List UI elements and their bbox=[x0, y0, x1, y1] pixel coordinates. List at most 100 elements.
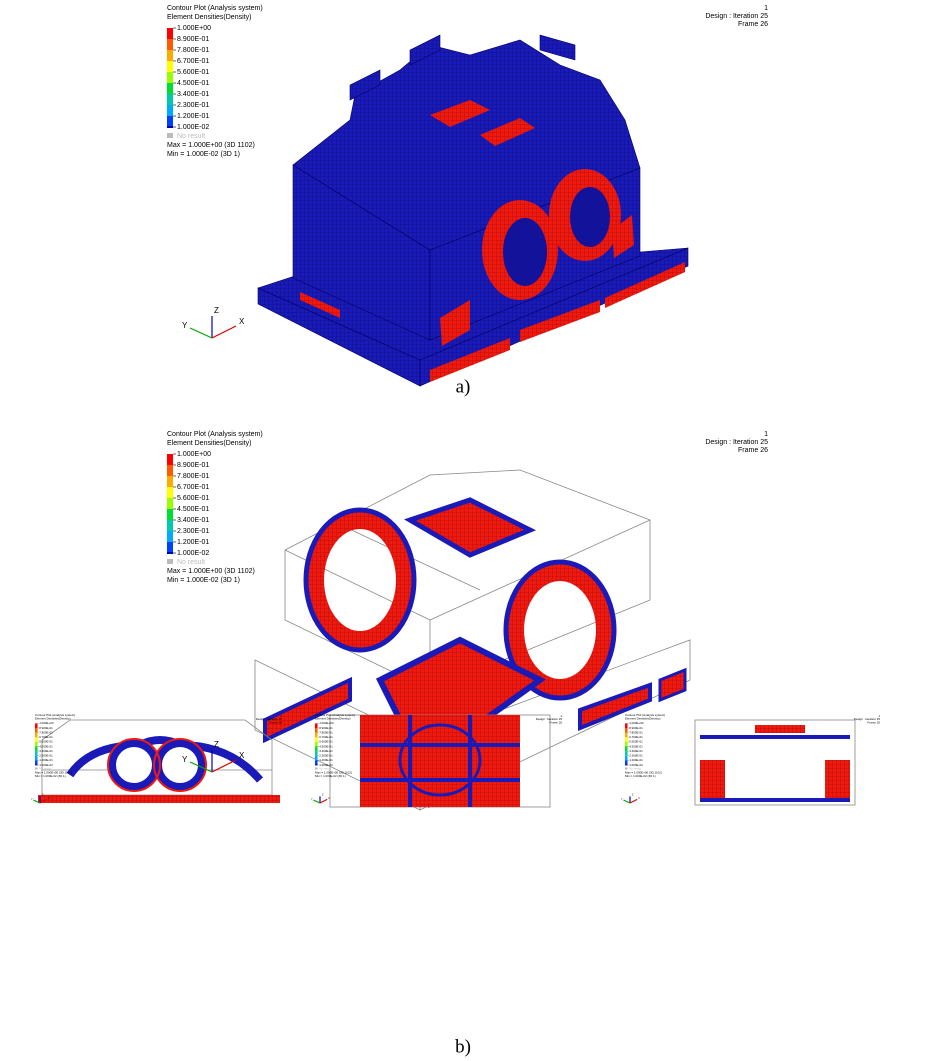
legend-band bbox=[167, 39, 173, 50]
axis-label: Z bbox=[322, 794, 324, 797]
legend-subtitle: Element Densities(Density) bbox=[167, 14, 251, 21]
legend-label: 1.000E+00 bbox=[177, 451, 211, 458]
legend-band bbox=[167, 105, 173, 116]
legend-label: 2.300E-01 bbox=[177, 528, 209, 535]
legend-label: 1.000E+00 bbox=[629, 721, 644, 725]
axis-x bbox=[320, 799, 327, 803]
legend-label: 3.400E-01 bbox=[177, 517, 209, 524]
legend-label: 1.200E-01 bbox=[39, 758, 53, 762]
figure: a) b) Contour Plot (Analysis system)Elem… bbox=[0, 0, 926, 1061]
axis-label: X bbox=[239, 317, 245, 326]
legend-label: 4.500E-01 bbox=[39, 744, 53, 748]
legend-label: 3.400E-01 bbox=[177, 91, 209, 98]
axis-y bbox=[190, 328, 212, 338]
axis-y bbox=[623, 800, 630, 803]
legend-band bbox=[167, 126, 173, 128]
max-label: Max = 1.000E+00 (3D 1102) bbox=[167, 568, 255, 575]
no-result: No result bbox=[177, 559, 205, 566]
legend-band bbox=[35, 733, 38, 738]
axis-label: Y bbox=[182, 321, 188, 330]
axis-x bbox=[212, 326, 236, 338]
axis-label: Z bbox=[632, 794, 634, 797]
legend-label: 2.300E-01 bbox=[39, 754, 53, 758]
legend-title: Contour Plot (Analysis system) bbox=[167, 431, 263, 438]
legend-band bbox=[35, 756, 38, 761]
legend-label: 5.600E-01 bbox=[177, 69, 209, 76]
legend-band bbox=[625, 747, 628, 752]
legend-band bbox=[167, 94, 173, 105]
legend-band bbox=[35, 742, 38, 747]
legend-label: 5.600E-01 bbox=[319, 740, 333, 744]
legend-band bbox=[625, 765, 628, 766]
legend-label: 5.600E-01 bbox=[629, 740, 643, 744]
header-design: Design : Iteration 25 bbox=[705, 439, 768, 446]
legend-band bbox=[315, 728, 318, 733]
header-frame: Frame 26 bbox=[867, 721, 880, 725]
legend-band bbox=[315, 723, 318, 728]
legend-band bbox=[167, 552, 173, 554]
min-label: Min = 1.000E-02 (3D 1) bbox=[315, 774, 346, 778]
legend-label: 4.500E-01 bbox=[177, 506, 209, 513]
legend-band bbox=[315, 737, 318, 742]
min-label: Min = 1.000E-02 (3D 1) bbox=[167, 577, 240, 584]
legend-label: 3.400E-01 bbox=[629, 749, 643, 753]
axis-label: Y bbox=[182, 755, 188, 764]
legend-label: 1.000E-02 bbox=[177, 124, 209, 131]
legend-label: 6.700E-01 bbox=[629, 735, 643, 739]
header-design: Design : Iteration 25 bbox=[705, 13, 768, 20]
legend-band bbox=[35, 765, 38, 766]
axis-label: X bbox=[239, 751, 245, 760]
legend-band bbox=[167, 28, 173, 39]
min-label: Min = 1.000E-02 (3D 1) bbox=[35, 774, 66, 778]
legend-band bbox=[167, 476, 173, 487]
no-result-swatch bbox=[167, 559, 173, 564]
axis-x bbox=[630, 799, 637, 803]
legend-band bbox=[167, 531, 173, 542]
legend-band bbox=[35, 728, 38, 733]
legend-subtitle: Element Densities(Density) bbox=[35, 717, 70, 721]
no-result-swatch bbox=[35, 768, 38, 770]
caption: b) bbox=[455, 1036, 471, 1057]
legend-label: 1.200E-01 bbox=[319, 758, 333, 762]
legend-band bbox=[625, 760, 628, 765]
legend-label: 1.200E-01 bbox=[629, 758, 643, 762]
legend-band bbox=[167, 50, 173, 61]
legend-band bbox=[167, 509, 173, 520]
legend-label: 4.500E-01 bbox=[177, 80, 209, 87]
legend-band bbox=[167, 542, 173, 553]
axis-label: Z bbox=[214, 306, 219, 315]
legend-band bbox=[35, 723, 38, 728]
legend-band bbox=[167, 61, 173, 72]
legend-subtitle: Element Densities(Density) bbox=[167, 440, 251, 447]
legend-label: 4.500E-01 bbox=[629, 744, 643, 748]
legend-band bbox=[35, 747, 38, 752]
legend-band bbox=[167, 465, 173, 476]
legend-band bbox=[167, 498, 173, 509]
section-views bbox=[38, 715, 855, 807]
header-id: 1 bbox=[764, 431, 768, 438]
legend-label: 8.900E-01 bbox=[177, 36, 209, 43]
legend-band bbox=[167, 520, 173, 531]
legend-label: 1.200E-01 bbox=[177, 539, 209, 546]
legend-label: 8.900E-01 bbox=[319, 726, 333, 730]
model-a bbox=[258, 35, 688, 386]
min-label: Min = 1.000E-02 (3D 1) bbox=[167, 151, 240, 158]
legend-band bbox=[315, 765, 318, 766]
legend-label: 2.300E-01 bbox=[629, 754, 643, 758]
legend-label: 1.200E-01 bbox=[177, 113, 209, 120]
header-frame: Frame 26 bbox=[549, 721, 562, 725]
legend-label: 2.300E-01 bbox=[319, 754, 333, 758]
legend-label: 5.600E-01 bbox=[177, 495, 209, 502]
legend-label: 7.800E-01 bbox=[177, 473, 209, 480]
axis-y bbox=[313, 800, 320, 803]
legend-band bbox=[167, 83, 173, 94]
legend-band bbox=[35, 737, 38, 742]
legend-band bbox=[35, 760, 38, 765]
legend-band bbox=[625, 728, 628, 733]
header-frame: Frame 26 bbox=[738, 447, 768, 454]
legend-band bbox=[315, 751, 318, 756]
legend-band bbox=[625, 733, 628, 738]
no-result-swatch bbox=[625, 768, 628, 770]
legend-label: 6.700E-01 bbox=[177, 58, 209, 65]
no-result-swatch bbox=[167, 133, 173, 138]
